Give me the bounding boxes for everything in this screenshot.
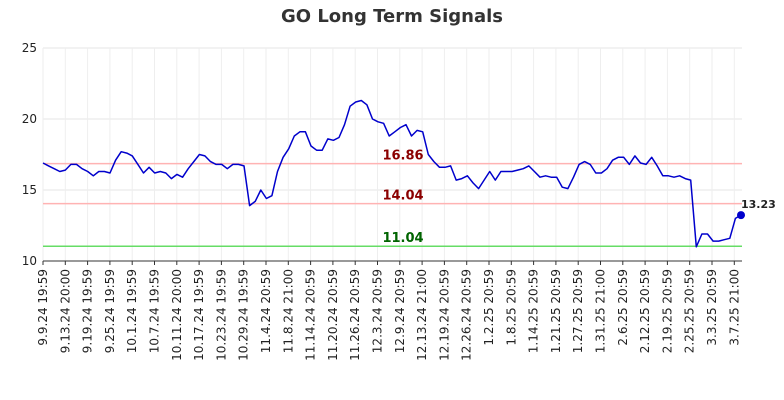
x-tick-label: 11.26.24 20:59 (348, 269, 362, 361)
last-value-label: 13.23 (741, 198, 776, 211)
series-line (42, 99, 742, 248)
x-tick-label: 10.29.24 19:59 (237, 269, 251, 361)
x-tick-label: 11.4.24 20:59 (259, 269, 273, 353)
x-tick-label: 12.13.24 21:00 (415, 269, 429, 361)
series (42, 99, 745, 248)
chart-title: GO Long Term Signals (280, 6, 503, 27)
x-tick-label: 9.25.24 19:59 (103, 269, 117, 353)
x-tick-label: 12.26.24 20:59 (460, 269, 474, 361)
x-tick-label: 9.13.24 20:00 (58, 269, 72, 353)
x-tick-label: 12.3.24 20:59 (371, 269, 385, 353)
x-tick-label: 10.17.24 19:59 (192, 269, 206, 361)
x-tick-label: 2.6.25 20:59 (616, 269, 630, 346)
x-tick-label: 9.9.24 19:59 (36, 269, 50, 346)
x-tick-label: 1.2.25 20:59 (482, 269, 496, 346)
x-tick-label: 1.21.25 20:59 (549, 269, 563, 353)
x-tick-label: 1.14.25 20:59 (527, 269, 541, 353)
grid (42, 47, 742, 262)
x-tick-label: 1.8.25 20:59 (504, 269, 518, 346)
x-tick-label: 2.12.25 20:59 (638, 269, 652, 353)
x-tick-label: 11.14.24 20:59 (304, 269, 318, 361)
x-tick-label: 1.27.25 20:59 (571, 269, 585, 353)
reference-label: 16.86 (382, 149, 423, 164)
y-tick-label: 15 (22, 183, 37, 197)
x-tick-label: 12.19.24 20:59 (437, 269, 451, 361)
y-tick-label: 25 (22, 41, 37, 55)
x-tick-label: 2.25.25 20:59 (683, 269, 697, 353)
x-tick-label: 3.3.25 20:59 (705, 269, 719, 346)
x-tick-label: 2.19.25 20:59 (660, 269, 674, 353)
x-tick-label: 11.8.24 21:00 (281, 269, 295, 353)
y-tick-label: 20 (22, 112, 37, 126)
labels: 16.86 14.04 11.04 13.23 (382, 149, 775, 247)
reference-lines (43, 162, 742, 247)
x-tick-label: 9.19.24 19:59 (81, 269, 95, 353)
reference-label: 14.04 (382, 189, 423, 204)
x-tick-label: 10.11.24 20:00 (170, 269, 184, 361)
x-tick-label: 3.7.25 21:00 (727, 269, 741, 346)
x-tick-label: 10.1.24 19:59 (125, 269, 139, 353)
axes: 10 15 20 25 9.9.24 19:59 9.13.24 20:00 9.19.24… (22, 41, 742, 361)
last-point-marker (737, 211, 745, 220)
y-tick-label: 10 (22, 254, 37, 268)
x-tick-label: 10.7.24 19:59 (148, 269, 162, 353)
x-tick-label: 12.9.24 20:59 (393, 269, 407, 353)
x-tick-label: 10.23.24 19:59 (214, 269, 228, 361)
x-tick-label: 11.20.24 20:59 (326, 269, 340, 361)
x-tick-label: 1.31.25 21:00 (594, 269, 608, 353)
reference-label: 11.04 (382, 231, 423, 246)
